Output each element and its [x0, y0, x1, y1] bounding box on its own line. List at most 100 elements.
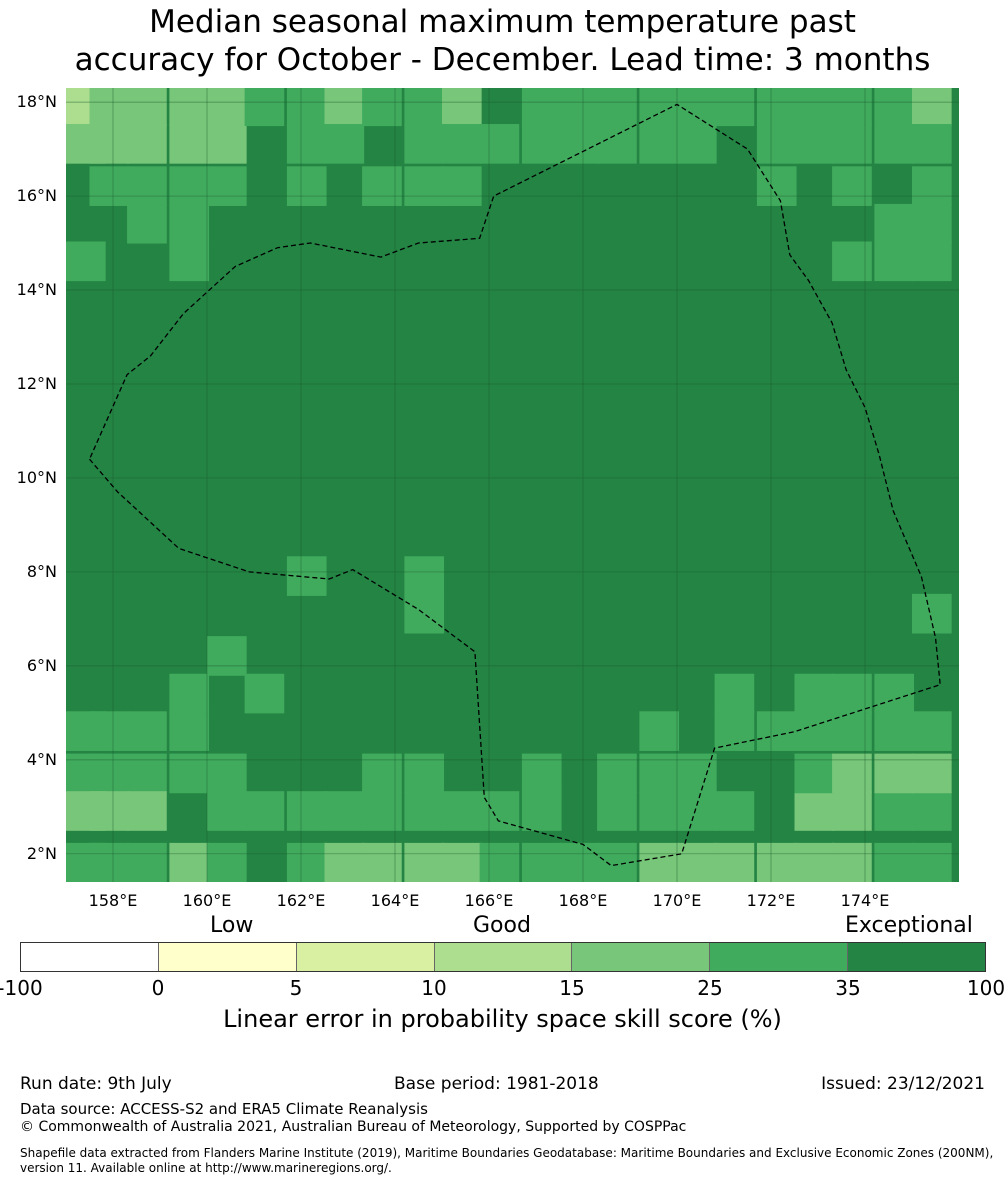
skill-cell: [89, 124, 130, 164]
colorbar-tick-label: 35: [835, 976, 861, 1000]
skill-cell: [89, 88, 130, 127]
skill-cell: [404, 166, 445, 206]
colorbar-tick-label: -100: [0, 976, 43, 1000]
skill-cell: [521, 842, 562, 882]
run-date: Run date: 9th July: [20, 1074, 172, 1094]
colorbar-segment: [572, 943, 711, 971]
issued-date: Issued: 23/12/2021: [821, 1074, 985, 1094]
longitude-label: 164°E: [370, 891, 420, 910]
latitude-label: 4°N: [26, 749, 57, 769]
longitude-label: 170°E: [652, 891, 702, 910]
skill-cell: [832, 791, 872, 831]
skill-cell: [714, 711, 755, 751]
skill-cell: [912, 593, 952, 634]
skill-cell: [874, 791, 915, 831]
skill-cell: [912, 753, 952, 794]
map-canvas: [66, 88, 959, 882]
skill-cell: [362, 842, 402, 882]
skill-cell: [169, 842, 210, 882]
skill-cell: [874, 88, 915, 127]
skill-cell: [521, 124, 562, 164]
skill-cell: [756, 842, 797, 882]
skill-cell: [639, 842, 680, 882]
skill-cell: [207, 753, 247, 794]
colorbar-segment: [434, 943, 573, 971]
skill-cell: [324, 842, 365, 882]
skill-cell: [677, 753, 717, 794]
skill-cell: [127, 166, 167, 206]
skill-cell: [794, 791, 835, 831]
skill-cell: [207, 791, 247, 831]
colorbar-tick-label: 100: [966, 976, 1005, 1000]
skill-cell: [169, 88, 210, 127]
skill-cell: [874, 241, 915, 282]
skill-cell: [169, 124, 210, 164]
longitude-label: 160°E: [182, 891, 232, 910]
skill-cell: [912, 88, 952, 127]
skill-cell: [521, 791, 562, 831]
skill-cell: [286, 842, 327, 882]
colorbar-label: Linear error in probability space skill …: [223, 1005, 782, 1033]
skill-cell: [286, 791, 327, 831]
skill-cell: [169, 673, 210, 714]
skill-cell: [874, 753, 915, 794]
colorbar-tick-label: 25: [697, 976, 723, 1000]
skill-cell: [324, 791, 365, 831]
latitude-label: 10°N: [16, 467, 57, 487]
skill-cell: [794, 753, 835, 794]
skill-cell: [912, 124, 952, 164]
skill-cell: [597, 753, 637, 794]
longitude-label: 168°E: [558, 891, 608, 910]
skill-cell: [286, 88, 327, 127]
skill-cell: [362, 166, 402, 206]
skill-cell: [912, 791, 952, 831]
longitude-label: 158°E: [88, 891, 138, 910]
skill-cell: [794, 842, 835, 882]
skill-cell: [479, 842, 520, 882]
skill-cell: [912, 711, 952, 751]
skill-cell: [362, 791, 402, 831]
skill-cell: [756, 124, 797, 164]
colorbar: [20, 942, 986, 972]
skill-cell: [677, 124, 717, 164]
skill-cell: [169, 166, 210, 206]
skill-cell: [404, 124, 445, 164]
skill-cell: [169, 753, 210, 794]
skill-cell: [912, 241, 952, 282]
latitude-label: 8°N: [26, 561, 57, 581]
colorbar-segment: [158, 943, 297, 971]
skill-cell: [127, 203, 167, 244]
skill-cell: [89, 711, 130, 751]
latitude-label: 6°N: [26, 655, 57, 675]
latitude-label: 12°N: [16, 373, 57, 393]
skill-cell: [324, 88, 365, 127]
skill-cell: [756, 166, 797, 206]
skill-cell: [597, 124, 637, 164]
skill-cell: [169, 711, 210, 751]
skill-cell: [794, 88, 835, 127]
skill-cell: [207, 842, 247, 882]
skill-cell: [714, 842, 755, 882]
skill-cell: [286, 124, 327, 164]
skill-cell: [442, 842, 482, 882]
skill-cell: [874, 203, 915, 244]
skill-cell: [521, 753, 562, 794]
colorbar-tick-label: 5: [289, 976, 303, 1000]
skill-cell: [756, 88, 797, 127]
colorbar-segment: [848, 943, 986, 971]
skill-cell: [207, 88, 247, 127]
skill-cell: [639, 753, 680, 794]
skill-cell: [677, 791, 717, 831]
skill-cell: [559, 842, 600, 882]
copyright: © Commonwealth of Australia 2021, Austra…: [20, 1119, 687, 1135]
skill-cell: [639, 88, 680, 127]
skill-map: [66, 88, 959, 882]
skill-cell: [207, 166, 247, 206]
skill-cell: [127, 88, 167, 127]
skill-cell: [244, 791, 285, 831]
latitude-label: 14°N: [16, 280, 57, 300]
skill-cell: [127, 842, 167, 882]
colorbar-segment: [296, 943, 435, 971]
legend-category-good: Good: [473, 913, 531, 938]
skill-cell: [207, 124, 247, 164]
